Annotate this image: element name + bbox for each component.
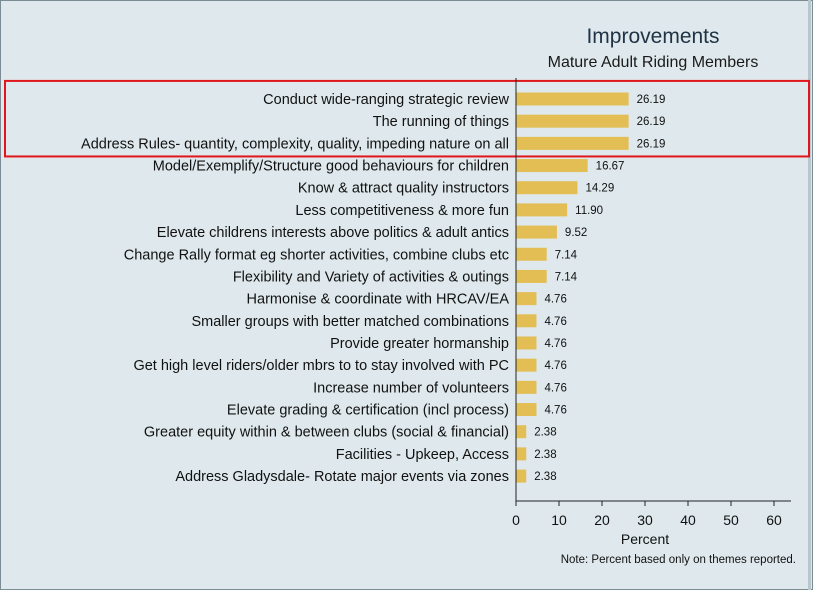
category-label: Address Rules- quantity, complexity, qua… — [81, 136, 509, 152]
category-label: Change Rally format eg shorter activitie… — [124, 247, 509, 263]
bar — [516, 114, 629, 128]
x-tick-label: 40 — [680, 512, 696, 528]
bar — [516, 269, 547, 283]
chart-note: Note: Percent based only on themes repor… — [561, 554, 796, 566]
bar — [516, 136, 629, 150]
category-label: Greater equity within & between clubs (s… — [144, 425, 509, 441]
x-tick-label: 0 — [512, 512, 520, 528]
value-label: 26.19 — [637, 138, 666, 150]
category-label: Elevate grading & certification (incl pr… — [227, 403, 509, 419]
bar — [516, 447, 527, 461]
category-label: Get high level riders/older mbrs to to s… — [133, 358, 509, 374]
x-tick-label: 10 — [551, 512, 567, 528]
category-label: Elevate childrens interests above politi… — [157, 225, 509, 241]
value-label: 14.29 — [585, 183, 614, 195]
category-label: Flexibility and Variety of activities & … — [233, 269, 509, 285]
bar — [516, 92, 629, 106]
value-label: 26.19 — [637, 94, 666, 106]
value-label: 4.76 — [544, 294, 566, 306]
category-label: Smaller groups with better matched combi… — [191, 314, 509, 330]
category-label: Provide greater hormanship — [330, 336, 509, 352]
x-tick-label: 60 — [766, 512, 782, 528]
category-label: Address Gladysdale- Rotate major events … — [175, 469, 509, 485]
bars-layer: Conduct wide-ranging strategic review 26.… — [4, 79, 810, 485]
bar — [516, 314, 537, 328]
bar — [516, 203, 568, 217]
category-label: The running of things — [373, 114, 509, 130]
bar — [516, 469, 527, 483]
bar — [516, 247, 547, 261]
value-label: 11.90 — [575, 205, 603, 217]
category-label: Facilities - Upkeep, Access — [336, 447, 509, 463]
bar — [516, 159, 588, 173]
value-label: 4.76 — [544, 382, 566, 394]
x-tick-label: 50 — [723, 512, 739, 528]
bar — [516, 181, 578, 195]
x-axis: 0 10 20 30 40 50 60 — [512, 78, 791, 528]
bar — [516, 336, 537, 350]
value-label: 16.67 — [596, 161, 625, 173]
bar — [516, 425, 527, 439]
value-label: 2.38 — [534, 427, 556, 439]
value-label: 7.14 — [555, 249, 578, 261]
bar — [516, 358, 537, 372]
chart-subtitle: Mature Adult Riding Members — [548, 54, 759, 71]
x-tick-label: 20 — [594, 512, 610, 528]
bar — [516, 403, 537, 417]
value-label: 4.76 — [544, 405, 566, 417]
panel-divider — [808, 0, 811, 590]
value-label: 9.52 — [565, 227, 587, 239]
bar — [516, 225, 557, 239]
value-label: 2.38 — [534, 449, 556, 461]
bar — [516, 380, 537, 394]
bar — [516, 292, 537, 306]
category-label: Model/Exemplify/Structure good behaviour… — [153, 159, 509, 175]
x-axis-title: Percent — [621, 531, 669, 547]
value-label: 26.19 — [637, 116, 666, 128]
category-label: Know & attract quality instructors — [298, 181, 509, 197]
value-label: 7.14 — [555, 271, 578, 283]
category-label: Harmonise & coordinate with HRCAV/EA — [247, 292, 510, 308]
x-tick-label: 30 — [637, 512, 653, 528]
value-label: 4.76 — [544, 338, 566, 350]
chart-title: Improvements — [586, 25, 719, 48]
category-label: Increase number of volunteers — [313, 380, 509, 396]
category-label: Less competitiveness & more fun — [295, 203, 509, 219]
value-label: 4.76 — [544, 316, 566, 328]
highlight-box — [4, 79, 810, 158]
value-label: 2.38 — [534, 471, 556, 483]
value-label: 4.76 — [544, 360, 566, 372]
category-label: Conduct wide-ranging strategic review — [263, 92, 509, 108]
